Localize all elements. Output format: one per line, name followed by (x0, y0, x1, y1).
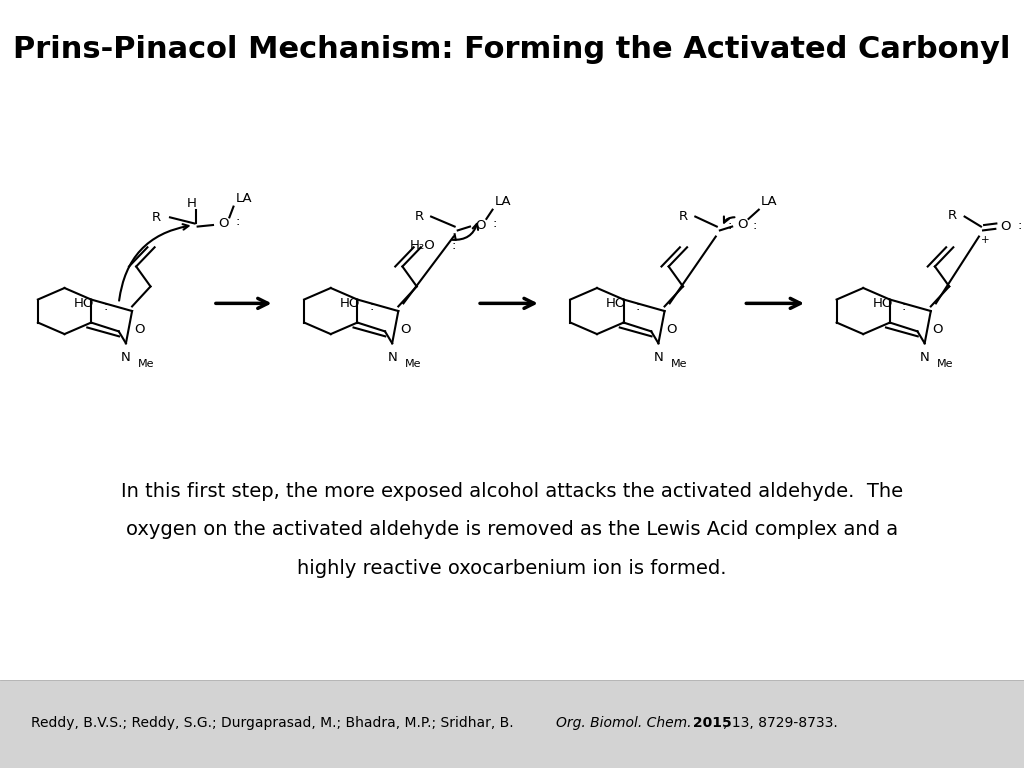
Text: :: : (370, 300, 374, 313)
Text: oxygen on the activated aldehyde is removed as the Lewis Acid complex and a: oxygen on the activated aldehyde is remo… (126, 521, 898, 539)
Text: N: N (387, 351, 397, 363)
Text: R: R (948, 209, 956, 221)
Text: :: : (236, 216, 240, 228)
Text: O: O (134, 323, 144, 336)
Text: O: O (933, 323, 943, 336)
Text: O: O (667, 323, 677, 336)
Text: HO: HO (872, 297, 893, 310)
Text: Prins-Pinacol Mechanism: Forming the Activated Carbonyl: Prins-Pinacol Mechanism: Forming the Act… (13, 35, 1011, 65)
Text: H: H (186, 197, 197, 210)
Text: HO: HO (74, 297, 94, 310)
Text: N: N (653, 351, 664, 363)
Text: :: : (1018, 220, 1022, 232)
Text: :: : (728, 219, 732, 231)
Text: LA: LA (236, 193, 252, 205)
Text: Org. Biomol. Chem.: Org. Biomol. Chem. (556, 717, 691, 730)
Text: 2015: 2015 (688, 717, 732, 730)
Text: Me: Me (937, 359, 953, 369)
Text: :: : (902, 300, 906, 313)
Text: :: : (493, 217, 497, 230)
Text: HO: HO (340, 297, 360, 310)
Text: LA: LA (495, 196, 511, 208)
Text: O: O (400, 323, 411, 336)
Text: N: N (121, 351, 131, 363)
Bar (0, 680, 1024, 768)
Text: R: R (679, 210, 687, 223)
Text: O: O (1000, 220, 1011, 233)
Text: R: R (415, 210, 423, 223)
Text: H₂O: H₂O (410, 240, 436, 252)
Text: LA: LA (761, 196, 777, 208)
Text: In this first step, the more exposed alcohol attacks the activated aldehyde.  Th: In this first step, the more exposed alc… (121, 482, 903, 501)
Text: Me: Me (404, 359, 421, 369)
Text: :: : (452, 240, 456, 252)
Text: :: : (103, 300, 108, 313)
Text: Me: Me (138, 359, 155, 369)
Text: , 13, 8729-8733.: , 13, 8729-8733. (723, 717, 838, 730)
Text: +: + (981, 234, 989, 245)
Text: N: N (920, 351, 930, 363)
Text: Reddy, B.V.S.; Reddy, S.G.; Durgaprasad, M.; Bhadra, M.P.; Sridhar, B.: Reddy, B.V.S.; Reddy, S.G.; Durgaprasad,… (31, 717, 518, 730)
Text: :: : (636, 300, 640, 313)
Text: O: O (475, 219, 485, 231)
Text: O: O (218, 217, 228, 230)
Text: HO: HO (606, 297, 627, 310)
Text: R: R (153, 211, 161, 223)
Text: Me: Me (671, 359, 687, 369)
Text: O: O (737, 218, 748, 230)
Text: highly reactive oxocarbenium ion is formed.: highly reactive oxocarbenium ion is form… (297, 559, 727, 578)
Text: :: : (753, 219, 757, 231)
